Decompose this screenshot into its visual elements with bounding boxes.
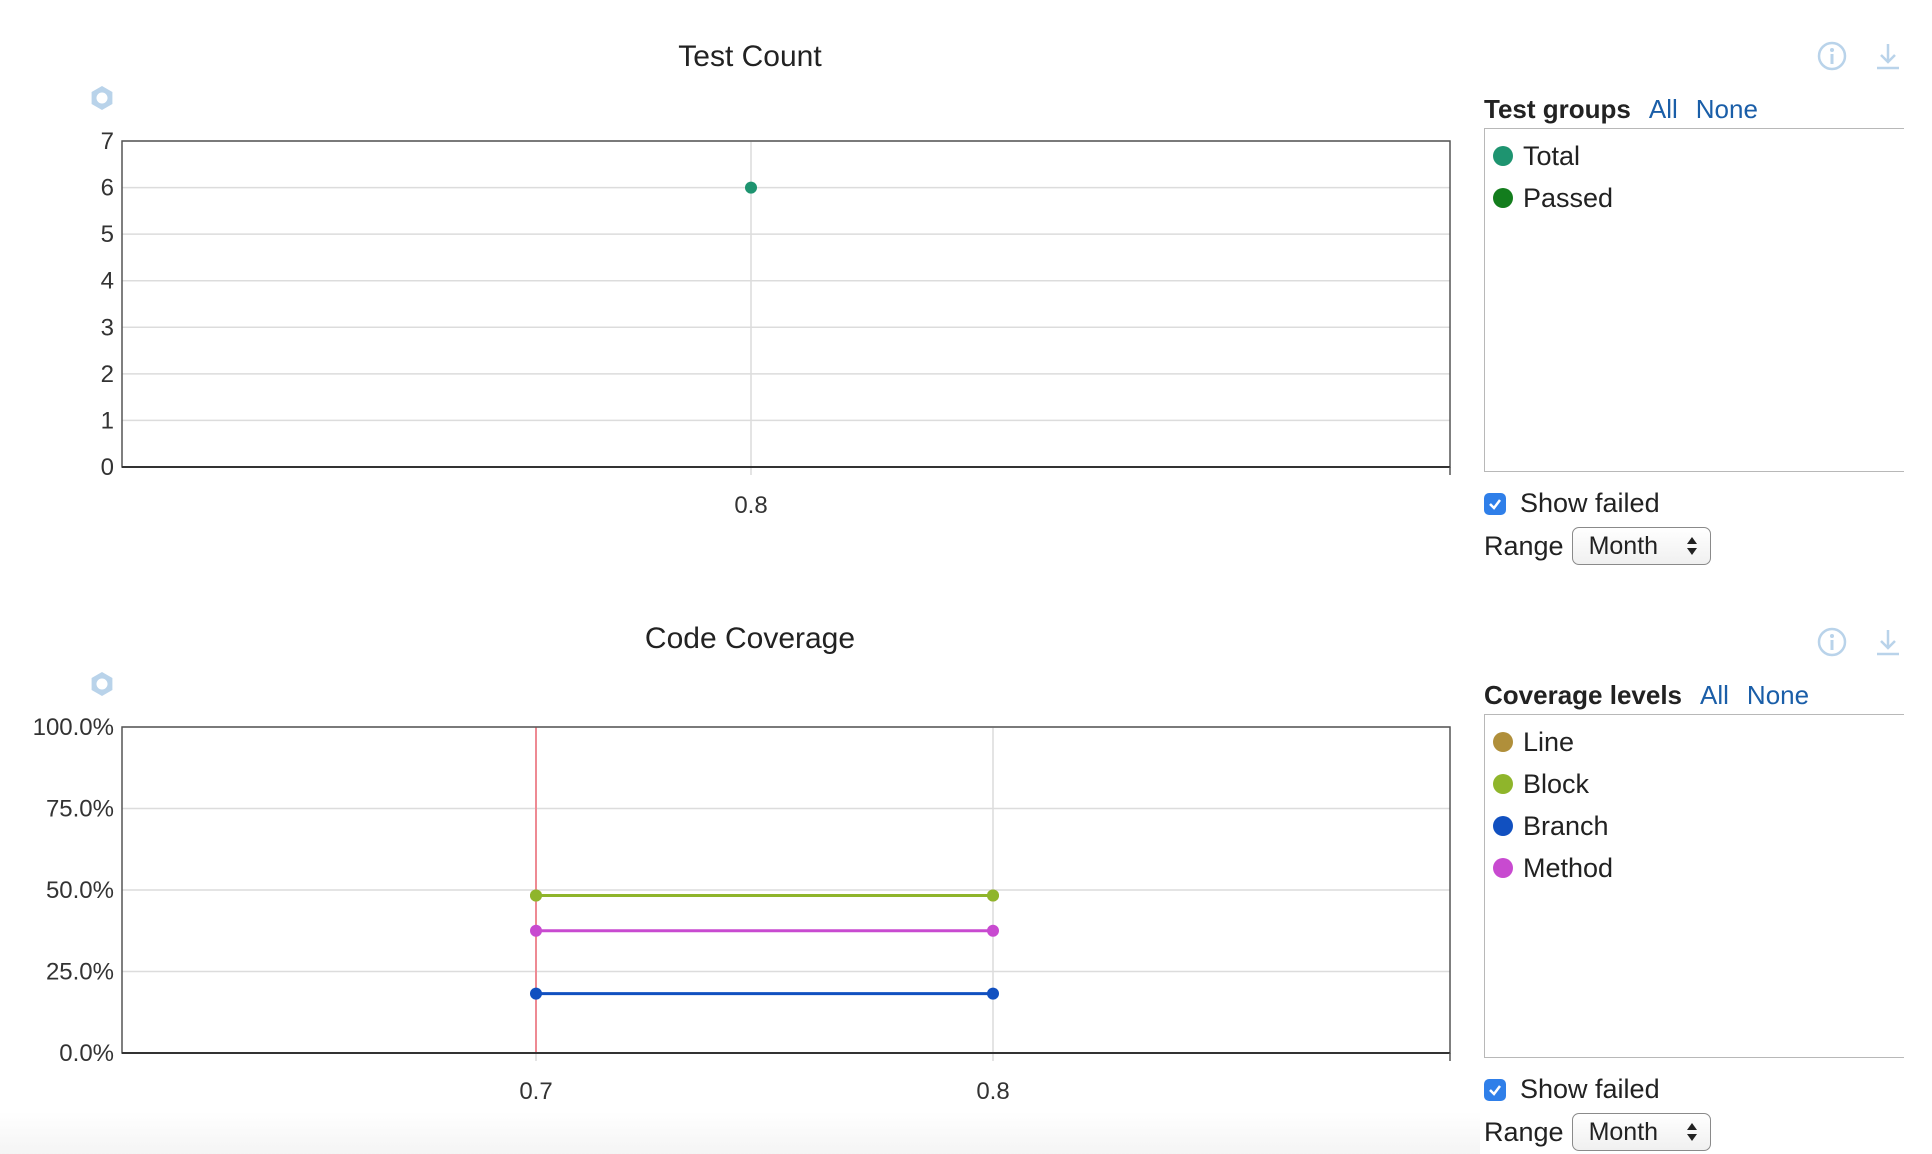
legend-swatch [1493,858,1513,878]
legend-swatch [1493,146,1513,166]
legend-label: Branch [1523,810,1609,841]
show-failed-row: Show failed [1484,1074,1920,1105]
x-tick-label: 0.8 [976,1078,1009,1105]
panel-header: Coverage levels All None [1484,676,1920,714]
y-tick-label: 7 [101,128,114,155]
y-tick-label: 6 [101,175,114,202]
x-tick-label: 0.7 [519,1078,552,1105]
range-row: Range Month [1484,527,1920,565]
panel-header: Test groups All None [1484,90,1920,128]
checkmark-icon [1489,1084,1501,1096]
test-count-chart: 0 1 2 3 4 5 6 7 0.8 [101,128,1451,519]
select-all-link[interactable]: All [1700,679,1729,710]
y-tick-label: 1 [101,407,114,434]
x-tick-label: 0.8 [734,492,767,519]
range-label: Range [1484,1116,1564,1147]
data-point-total [745,181,757,194]
select-none-link[interactable]: None [1746,679,1810,710]
code-coverage-chart: 0.0% 25.0% 50.0% 75.0% 100.0% 0.7 0.8 [33,714,1451,1105]
gear-icon[interactable] [88,670,116,698]
y-tick-label: 75.0% [46,796,114,823]
info-icon[interactable] [1816,626,1848,658]
data-point-block [530,889,542,902]
data-point-branch [987,987,999,1000]
data-point-method [987,924,999,937]
legend-item-block[interactable]: Block [1485,763,1904,805]
range-select[interactable]: Month [1571,527,1712,565]
legend-list: Total Passed [1484,128,1904,472]
show-failed-label: Show failed [1520,488,1660,518]
range-select-value: Month [1588,531,1659,560]
show-failed-checkbox[interactable] [1484,1078,1506,1101]
legend-swatch [1493,732,1513,752]
chart-title-code-coverage: Code Coverage [644,622,856,655]
legend-label: Block [1523,768,1590,799]
show-failed-label: Show failed [1520,1074,1660,1104]
legend-label: Method [1523,852,1614,883]
legend-item-total[interactable]: Total [1485,135,1904,177]
coverage-levels-panel: Coverage levels All None Line Block Branch… [1484,676,1920,1151]
legend-item-method[interactable]: Method [1485,847,1904,889]
select-none-link[interactable]: None [1695,93,1758,124]
data-point-method [530,924,542,937]
show-failed-checkbox[interactable] [1484,492,1506,515]
legend-item-branch[interactable]: Branch [1485,805,1904,847]
y-tick-label: 4 [101,268,114,295]
select-all-link[interactable]: All [1648,93,1678,124]
y-tick-label: 50.0% [46,877,114,904]
download-icon[interactable] [1872,626,1904,658]
range-row: Range Month [1484,1113,1920,1151]
legend-label: Line [1523,726,1575,757]
panel-heading: Coverage levels [1484,679,1683,710]
y-tick-label: 100.0% [33,714,114,741]
y-tick-label: 25.0% [46,959,114,986]
select-arrows-icon [1687,537,1698,555]
panel-heading: Test groups [1484,93,1631,124]
legend-list: Line Block Branch Method [1484,714,1904,1058]
show-failed-row: Show failed [1484,488,1920,519]
gear-icon[interactable] [88,84,116,112]
info-icon[interactable] [1816,40,1848,72]
legend-swatch [1493,774,1513,794]
checkmark-icon [1489,498,1501,510]
range-select[interactable]: Month [1571,1113,1712,1151]
legend-swatch [1493,188,1513,208]
bottom-fade [0,1112,1480,1154]
legend-label: Total [1523,140,1581,171]
y-tick-label: 0 [101,454,114,481]
y-tick-label: 5 [101,221,114,248]
select-arrows-icon [1687,1123,1698,1141]
range-label: Range [1484,530,1564,561]
data-point-branch [530,987,542,1000]
download-icon[interactable] [1872,40,1904,72]
test-groups-panel: Test groups All None Total Passed Show fa… [1484,90,1920,565]
y-tick-label: 2 [101,361,114,388]
y-tick-label: 3 [101,314,114,341]
y-tick-label: 0.0% [59,1040,114,1067]
legend-label: Passed [1523,182,1614,213]
chart-title-test-count: Test Count [678,40,822,73]
range-select-value: Month [1588,1117,1659,1146]
legend-swatch [1493,816,1513,836]
legend-item-passed[interactable]: Passed [1485,177,1904,219]
data-point-block [987,889,999,902]
legend-item-line[interactable]: Line [1485,721,1904,763]
